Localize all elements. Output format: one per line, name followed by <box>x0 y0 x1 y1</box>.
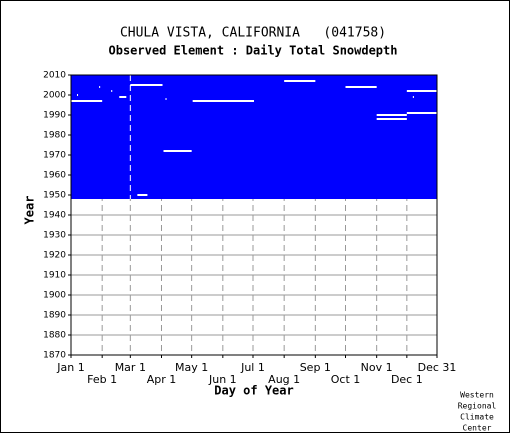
y-tick-label: 1950 <box>43 191 66 201</box>
x-tick-label: Dec 31 <box>418 361 457 374</box>
x-tick-label: Sep 1 <box>300 361 331 374</box>
y-tick-label: 1880 <box>43 331 66 341</box>
y-tick-label: 1890 <box>43 311 66 321</box>
footer-line: Regional <box>458 402 497 411</box>
chart-subtitle: Observed Element : Daily Total Snowdepth <box>109 44 398 58</box>
y-tick-label: 1910 <box>43 271 66 281</box>
missing-data <box>163 150 192 152</box>
y-tick-label: 1930 <box>43 231 66 241</box>
y-tick-label: 1970 <box>43 151 66 161</box>
x-tick-label: Apr 1 <box>147 373 177 386</box>
y-tick-label: 1920 <box>43 251 66 261</box>
x-tick-label: Aug 1 <box>268 373 300 386</box>
x-tick-label: Jan 1 <box>56 361 84 374</box>
y-tick-label: 1900 <box>43 291 66 301</box>
footer-line: Western <box>460 391 494 400</box>
y-tick-label: 1960 <box>43 171 66 181</box>
missing-data <box>284 80 316 82</box>
chart-title: CHULA VISTA, CALIFORNIA (041758) <box>120 26 386 41</box>
missing-data <box>406 112 437 114</box>
missing-data <box>71 100 103 102</box>
y-tick-label: 2010 <box>43 71 66 81</box>
missing-data <box>130 84 163 86</box>
missing-data <box>77 94 79 96</box>
missing-data <box>99 86 101 88</box>
y-tick-label: 2000 <box>43 91 66 101</box>
y-axis-title: Year <box>23 196 37 225</box>
plot-border <box>70 74 438 356</box>
y-tick-label: 1990 <box>43 111 66 121</box>
x-tick-label: Jul 1 <box>240 361 265 374</box>
x-tick-label: Feb 1 <box>87 373 117 386</box>
y-tick-label: 1980 <box>43 131 66 141</box>
missing-data <box>406 90 437 92</box>
x-tick-label: May 1 <box>175 361 208 374</box>
missing-data <box>376 118 407 120</box>
x-tick-label: Nov 1 <box>361 361 393 374</box>
missing-data <box>137 194 148 196</box>
missing-data <box>345 86 377 88</box>
footer-line: Center <box>463 424 492 433</box>
x-tick-label: Oct 1 <box>331 373 361 386</box>
missing-data <box>111 90 113 92</box>
x-tick-label: Dec 1 <box>391 373 423 386</box>
missing-data <box>192 100 254 102</box>
missing-data <box>412 96 414 98</box>
data-coverage <box>71 75 437 199</box>
missing-data <box>119 96 127 98</box>
x-tick-label: Mar 1 <box>115 361 146 374</box>
y-tick-label: 1870 <box>43 351 66 361</box>
missing-data <box>376 114 407 116</box>
missing-data <box>165 98 167 100</box>
x-axis-title: Day of Year <box>214 384 293 398</box>
x-tick-label: Jun 1 <box>208 373 237 386</box>
footer-line: Climate <box>460 413 494 422</box>
y-tick-label: 1940 <box>43 211 66 221</box>
